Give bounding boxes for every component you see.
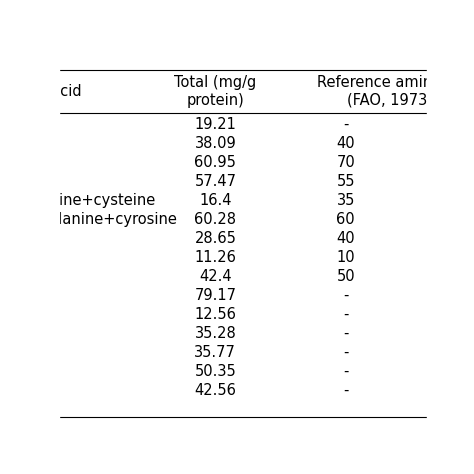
Text: -: - [343, 288, 348, 303]
Text: 40: 40 [337, 136, 355, 151]
Text: 50: 50 [337, 269, 355, 284]
Text: -: - [343, 364, 348, 379]
Text: 35: 35 [337, 193, 355, 208]
Text: 38.09: 38.09 [194, 136, 236, 151]
Text: 10: 10 [337, 250, 355, 265]
Text: 35.77: 35.77 [194, 345, 237, 360]
Text: 57.47: 57.47 [194, 174, 237, 189]
Text: 16.4: 16.4 [199, 193, 232, 208]
Text: 60: 60 [337, 212, 355, 227]
Text: Total (mg/g
protein): Total (mg/g protein) [174, 75, 256, 108]
Text: 79.17: 79.17 [194, 288, 237, 303]
Text: 42.56: 42.56 [194, 383, 237, 398]
Text: 12.56: 12.56 [194, 307, 237, 322]
Text: 50.35: 50.35 [194, 364, 236, 379]
Text: 35.28: 35.28 [194, 326, 236, 341]
Text: 60.28: 60.28 [194, 212, 237, 227]
Text: Amino acid: Amino acid [0, 84, 82, 99]
Text: -: - [343, 345, 348, 360]
Text: 19.21: 19.21 [194, 117, 237, 132]
Text: Phenylalanine+cyrosine: Phenylalanine+cyrosine [0, 212, 177, 227]
Text: -: - [343, 326, 348, 341]
Text: 70: 70 [337, 155, 355, 170]
Text: Methionine+cysteine: Methionine+cysteine [0, 193, 156, 208]
Text: -: - [343, 383, 348, 398]
Text: 42.4: 42.4 [199, 269, 232, 284]
Text: -: - [343, 307, 348, 322]
Text: -: - [343, 117, 348, 132]
Text: 11.26: 11.26 [194, 250, 237, 265]
Text: Reference amino ac
(FAO, 1973): Reference amino ac (FAO, 1973) [317, 75, 463, 108]
Text: 60.95: 60.95 [194, 155, 237, 170]
Text: 28.65: 28.65 [194, 231, 237, 246]
Text: 55: 55 [337, 174, 355, 189]
Text: 40: 40 [337, 231, 355, 246]
